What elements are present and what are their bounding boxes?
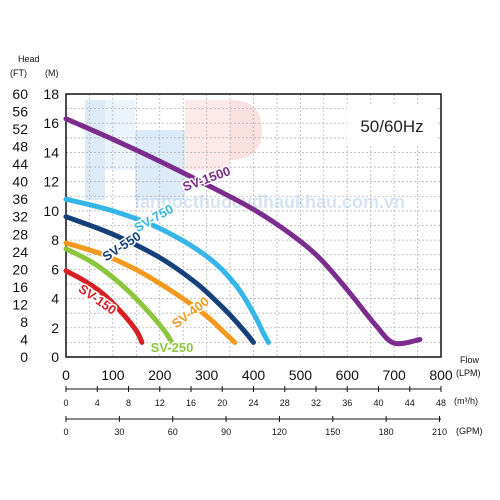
series-line-sv-150 bbox=[63, 268, 145, 345]
y-tick-label-m: 6 bbox=[51, 261, 59, 277]
series-line-sv-1500 bbox=[63, 116, 423, 347]
y-tick-label-ft: 0 bbox=[20, 349, 28, 365]
y-tick-label-ft: 44 bbox=[12, 156, 28, 172]
x-axis-m3h-unit: (m³/h) bbox=[454, 396, 478, 406]
x-tick-label-m3h: 8 bbox=[126, 398, 131, 408]
y-tick-label-ft: 40 bbox=[12, 174, 28, 190]
x-tick-label-m3h: 48 bbox=[436, 398, 446, 408]
frequency-box bbox=[347, 104, 437, 146]
y-tick-label-ft: 52 bbox=[12, 121, 28, 137]
x-tick-label-lpm: 0 bbox=[62, 367, 70, 383]
x-tick-label-m3h: 20 bbox=[217, 398, 227, 408]
chart-title: 50/60Hz bbox=[360, 117, 423, 136]
x-tick-label-gpm: 60 bbox=[168, 427, 178, 437]
y-tick-label-ft: 20 bbox=[12, 261, 28, 277]
x-tick-label-m3h: 12 bbox=[155, 398, 165, 408]
y-tick-label-ft: 12 bbox=[12, 296, 28, 312]
series-line-sv-750 bbox=[63, 196, 271, 345]
x-tick-label-m3h: 16 bbox=[186, 398, 196, 408]
watermark-block-3 bbox=[135, 130, 185, 200]
y-axis-unit-m: (M) bbox=[45, 68, 59, 78]
y-axis-m-ticks: 0 2 4 6 8 10 12 14 16 18 bbox=[43, 86, 59, 365]
x-tick-label-gpm: 0 bbox=[63, 427, 68, 437]
y-tick-label-m: 4 bbox=[51, 291, 59, 307]
plot-frame bbox=[65, 93, 442, 358]
series-line-sv-400 bbox=[63, 240, 238, 345]
y-tick-label-m: 2 bbox=[51, 320, 59, 336]
x-tick-label-m3h: 28 bbox=[280, 398, 290, 408]
x-axis-flow-label: Flow bbox=[460, 355, 480, 365]
x-tick-label-m3h: 44 bbox=[405, 398, 415, 408]
y-tick-label-ft: 16 bbox=[12, 279, 28, 295]
x-axis-gpm-ticks: 0 30 60 90 120 150 180 210 bbox=[63, 416, 447, 437]
y-tick-label-ft: 56 bbox=[12, 104, 28, 120]
x-tick-label-gpm: 120 bbox=[272, 427, 287, 437]
y-tick-label-m: 0 bbox=[51, 349, 59, 365]
watermark-logo: lanhocthuocvdhaukhau.com.vn bbox=[85, 100, 405, 212]
x-tick-label-gpm: 90 bbox=[221, 427, 231, 437]
x-tick-label-lpm: 600 bbox=[336, 367, 360, 383]
y-tick-label-ft: 24 bbox=[12, 244, 28, 260]
y-tick-label-m: 12 bbox=[43, 174, 59, 190]
watermark-block-4 bbox=[185, 100, 230, 170]
x-tick-label-m3h: 32 bbox=[311, 398, 321, 408]
x-tick-label-gpm: 150 bbox=[325, 427, 340, 437]
y-tick-label-ft: 4 bbox=[20, 331, 28, 347]
x-tick-label-lpm: 200 bbox=[148, 367, 172, 383]
x-tick-label-gpm: 180 bbox=[379, 427, 394, 437]
series-label-sv-250: SV-250 bbox=[151, 340, 194, 355]
watermark-block-5 bbox=[230, 100, 262, 160]
x-tick-label-m3h: 36 bbox=[342, 398, 352, 408]
y-tick-label-m: 8 bbox=[51, 232, 59, 248]
x-tick-label-lpm: 300 bbox=[195, 367, 219, 383]
y-axis-head-label: Head bbox=[18, 54, 40, 64]
x-tick-label-m3h: 24 bbox=[248, 398, 258, 408]
y-axis-unit-ft: (FT) bbox=[10, 68, 27, 78]
y-tick-label-ft: 32 bbox=[12, 209, 28, 225]
y-tick-label-ft: 8 bbox=[20, 314, 28, 330]
x-tick-label-m3h: 4 bbox=[95, 398, 100, 408]
x-tick-label-lpm: 100 bbox=[101, 367, 125, 383]
x-tick-label-m3h: 0 bbox=[63, 398, 68, 408]
x-tick-label-lpm: 800 bbox=[429, 367, 453, 383]
series-line-sv-550 bbox=[63, 214, 256, 345]
y-tick-label-m: 16 bbox=[43, 115, 59, 131]
y-tick-label-ft: 48 bbox=[12, 139, 28, 155]
y-tick-label-ft: 28 bbox=[12, 226, 28, 242]
series-layer bbox=[63, 116, 423, 347]
x-axis-m3h-ticks: 0 4 8 12 16 20 24 28 32 36 40 44 48 bbox=[63, 386, 446, 408]
watermark-text: lanhocthuocvdhaukhau.com.vn bbox=[135, 192, 405, 212]
x-axis-gpm-unit: (GPM) bbox=[456, 426, 483, 436]
y-tick-label-ft: 36 bbox=[12, 191, 28, 207]
x-tick-label-lpm: 400 bbox=[242, 367, 266, 383]
x-axis-lpm-ticks: 0 100 200 300 400 500 600 700 800 bbox=[62, 367, 453, 383]
x-tick-label-lpm: 700 bbox=[382, 367, 406, 383]
watermark-block-1 bbox=[85, 100, 105, 200]
x-tick-label-gpm: 30 bbox=[114, 427, 124, 437]
x-tick-label-m3h: 40 bbox=[373, 398, 383, 408]
x-axis-flow-unit: (LPM) bbox=[456, 368, 481, 378]
y-tick-label-m: 14 bbox=[43, 144, 59, 160]
y-tick-label-m: 18 bbox=[43, 86, 59, 102]
series-line-sv-250 bbox=[63, 246, 174, 345]
y-tick-label-m: 10 bbox=[43, 203, 59, 219]
x-tick-label-lpm: 500 bbox=[289, 367, 313, 383]
y-tick-label-ft: 60 bbox=[12, 86, 28, 102]
x-tick-label-gpm: 210 bbox=[432, 427, 447, 437]
watermark-block-2 bbox=[105, 100, 135, 170]
